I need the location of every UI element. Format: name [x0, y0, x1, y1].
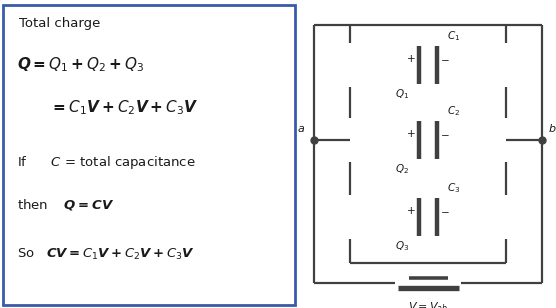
- Text: Total charge: Total charge: [19, 17, 101, 30]
- Text: If      $C$ = total capacitance: If $C$ = total capacitance: [17, 154, 195, 171]
- Text: then    $\boldsymbol{Q = CV}$: then $\boldsymbol{Q = CV}$: [17, 197, 114, 212]
- Text: $C_1$: $C_1$: [447, 29, 460, 43]
- Text: $\boldsymbol{= C_1V + C_2V + C_3V}$: $\boldsymbol{= C_1V + C_2V + C_3V}$: [50, 99, 198, 117]
- Text: $-$: $-$: [440, 129, 450, 139]
- Text: $C_3$: $C_3$: [447, 181, 460, 195]
- Text: $C_2$: $C_2$: [447, 104, 460, 118]
- Text: $\boldsymbol{Q = Q_1 + Q_2 + Q_3}$: $\boldsymbol{Q = Q_1 + Q_2 + Q_3}$: [17, 55, 144, 74]
- FancyBboxPatch shape: [3, 5, 295, 305]
- Text: $-$: $-$: [440, 206, 450, 216]
- Text: b: b: [549, 124, 556, 134]
- Text: $V = V_{ab}$: $V = V_{ab}$: [408, 300, 448, 308]
- Text: So   $\boldsymbol{CV = C_1V + C_2V + C_3V}$: So $\boldsymbol{CV = C_1V + C_2V + C_3V}…: [17, 246, 195, 261]
- Text: +: +: [407, 54, 416, 63]
- Text: +: +: [407, 206, 416, 216]
- Text: a: a: [297, 124, 304, 134]
- Text: +: +: [407, 129, 416, 139]
- Text: $Q_1$: $Q_1$: [395, 87, 409, 101]
- Text: $Q_2$: $Q_2$: [395, 162, 409, 176]
- Text: $-$: $-$: [440, 54, 450, 63]
- Text: $Q_3$: $Q_3$: [395, 239, 409, 253]
